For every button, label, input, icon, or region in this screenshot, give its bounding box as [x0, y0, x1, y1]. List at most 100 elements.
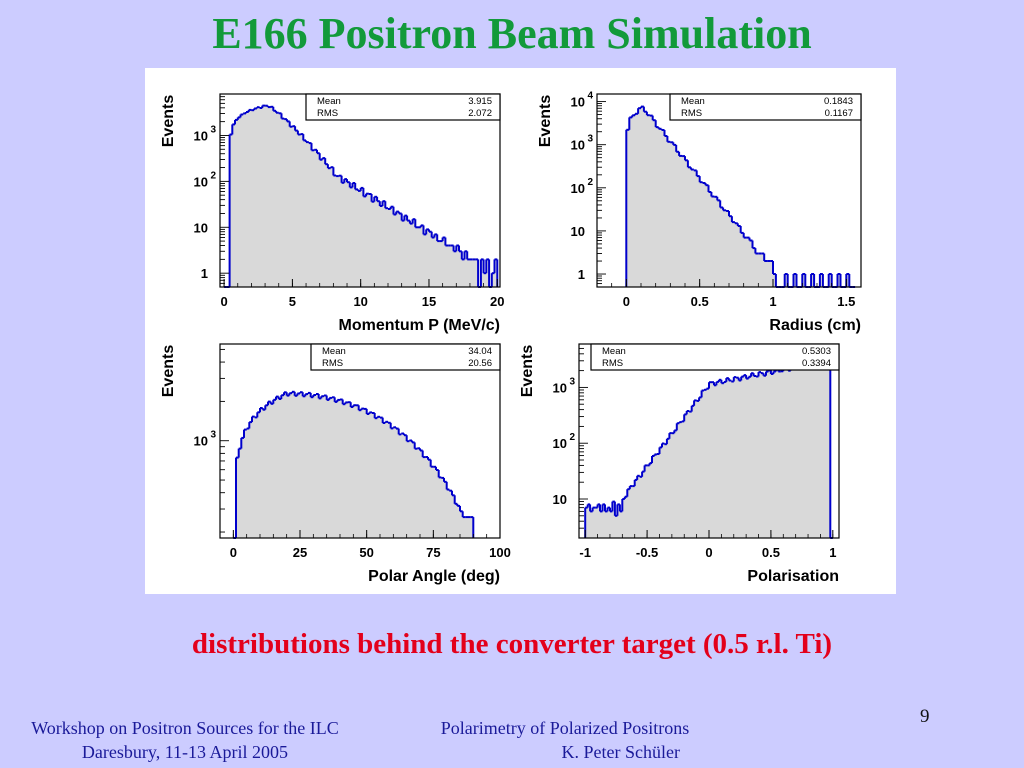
- stats-box: Mean 34.04 RMS 20.56: [310, 343, 501, 371]
- y-tick-label: 10: [194, 220, 208, 235]
- y-tick-label: 10: [571, 138, 585, 153]
- y-tick-base: 1: [578, 267, 585, 282]
- y-tick-base: 10: [194, 220, 208, 235]
- stats-box-frame: [305, 93, 501, 121]
- y-tick-base: 10: [194, 128, 208, 143]
- x-tick-label: 5: [289, 294, 296, 309]
- y-tick-base: 10: [553, 436, 567, 451]
- y-tick-label: 10: [571, 224, 585, 239]
- footer-right: Polarimetry of Polarized Positrons K. Pe…: [420, 716, 710, 764]
- y-tick-label: 10: [194, 128, 208, 143]
- stats-label: Mean: [602, 346, 626, 357]
- footer-author: K. Peter Schüler: [561, 742, 680, 762]
- footer-location: Daresbury, 11-13 April 2005: [81, 742, 289, 762]
- y-tick-exponent: 3: [210, 430, 216, 441]
- y-axis-label: Events: [537, 95, 554, 148]
- histogram-figure: 0 5 10 15 20 1 10 10 2 10 3 Momentum P (MeV/c) Event…: [145, 68, 896, 594]
- x-axis-label: Radius (cm): [769, 317, 861, 334]
- y-tick-exponent: 4: [587, 91, 593, 102]
- x-tick-label: 0: [623, 294, 630, 309]
- stats-label: Mean: [317, 96, 341, 107]
- y-axis-label: Events: [160, 345, 177, 398]
- y-tick-base: 10: [194, 174, 208, 189]
- histogram-fill: [224, 105, 498, 287]
- y-tick-label: 10: [553, 380, 567, 395]
- x-tick-label: 25: [293, 545, 307, 560]
- x-tick-label: -0.5: [636, 545, 658, 560]
- x-tick-label: 0: [705, 545, 712, 560]
- stats-label: RMS: [681, 108, 702, 119]
- stats-label: RMS: [322, 358, 343, 369]
- y-tick-exponent: 2: [210, 170, 216, 181]
- x-tick-label: 0.5: [762, 545, 780, 560]
- stats-value: 2.072: [468, 108, 492, 119]
- stats-label: RMS: [317, 108, 338, 119]
- histogram-fill: [233, 391, 474, 538]
- stats-label: Mean: [322, 346, 346, 357]
- stats-label: RMS: [602, 358, 623, 369]
- y-tick-label: 1: [578, 267, 585, 282]
- x-tick-label: 10: [353, 294, 367, 309]
- stats-box-frame: [669, 93, 862, 121]
- y-tick-label: 10: [194, 434, 208, 449]
- figure-caption: distributions behind the converter targe…: [191, 628, 833, 660]
- x-tick-label: 100: [489, 545, 511, 560]
- y-axis-label: Events: [519, 345, 536, 398]
- y-tick-base: 10: [571, 138, 585, 153]
- y-tick-base: 10: [553, 492, 567, 507]
- slide-title: E166 Positron Beam Simulation: [212, 9, 812, 58]
- y-tick-label: 10: [194, 174, 208, 189]
- y-tick-label: 10: [571, 181, 585, 196]
- y-tick-base: 10: [553, 380, 567, 395]
- stats-box: Mean 3.915 RMS 2.072: [305, 93, 501, 121]
- stats-value: 0.3394: [802, 358, 831, 369]
- y-tick-base: 10: [571, 95, 585, 110]
- stats-label: Mean: [681, 96, 705, 107]
- stats-value: 0.5303: [802, 346, 831, 357]
- y-axis-label: Events: [160, 95, 177, 148]
- y-tick-exponent: 3: [210, 124, 216, 135]
- x-axis-label: Polar Angle (deg): [368, 568, 500, 585]
- stats-value: 0.1843: [824, 96, 853, 107]
- x-axis-label: Momentum P (MeV/c): [339, 317, 501, 334]
- x-tick-label: 20: [490, 294, 504, 309]
- y-tick-base: 10: [194, 434, 208, 449]
- y-tick-label: 1: [201, 266, 208, 281]
- histogram-fill: [585, 359, 833, 538]
- histogram-panel-3: 0 25 50 75 100 10 3 Polar Angle (deg) Events Mean…: [160, 343, 511, 585]
- x-tick-label: 75: [426, 545, 440, 560]
- stats-value: 3.915: [468, 96, 492, 107]
- stats-box: Mean 0.5303 RMS 0.3394: [590, 343, 840, 371]
- footer-event: Workshop on Positron Sources for the ILC: [31, 718, 339, 738]
- y-tick-label: 10: [553, 436, 567, 451]
- stats-box-frame: [310, 343, 501, 371]
- x-tick-label: -1: [579, 545, 591, 560]
- x-tick-label: 0.5: [691, 294, 709, 309]
- x-axis-label: Polarisation: [747, 568, 839, 585]
- stats-value: 20.56: [468, 358, 492, 369]
- y-tick-label: 10: [571, 95, 585, 110]
- x-tick-label: 15: [422, 294, 436, 309]
- x-tick-label: 1: [829, 545, 836, 560]
- y-tick-base: 1: [201, 266, 208, 281]
- stats-box: Mean 0.1843 RMS 0.1167: [669, 93, 862, 121]
- x-tick-label: 0: [230, 545, 237, 560]
- slide-number: 9: [920, 706, 930, 727]
- stats-value: 0.1167: [825, 108, 853, 119]
- x-tick-label: 1: [769, 294, 776, 309]
- y-tick-base: 10: [571, 224, 585, 239]
- y-tick-exponent: 2: [587, 177, 593, 188]
- y-tick-label: 10: [553, 492, 567, 507]
- stats-value: 34.04: [468, 346, 492, 357]
- x-tick-label: 1.5: [837, 294, 855, 309]
- stats-box-frame: [590, 343, 840, 371]
- footer-talk-title: Polarimetry of Polarized Positrons: [440, 718, 690, 738]
- x-tick-label: 50: [359, 545, 373, 560]
- y-tick-exponent: 2: [569, 432, 575, 443]
- x-tick-label: 0: [220, 294, 227, 309]
- y-tick-base: 10: [571, 181, 585, 196]
